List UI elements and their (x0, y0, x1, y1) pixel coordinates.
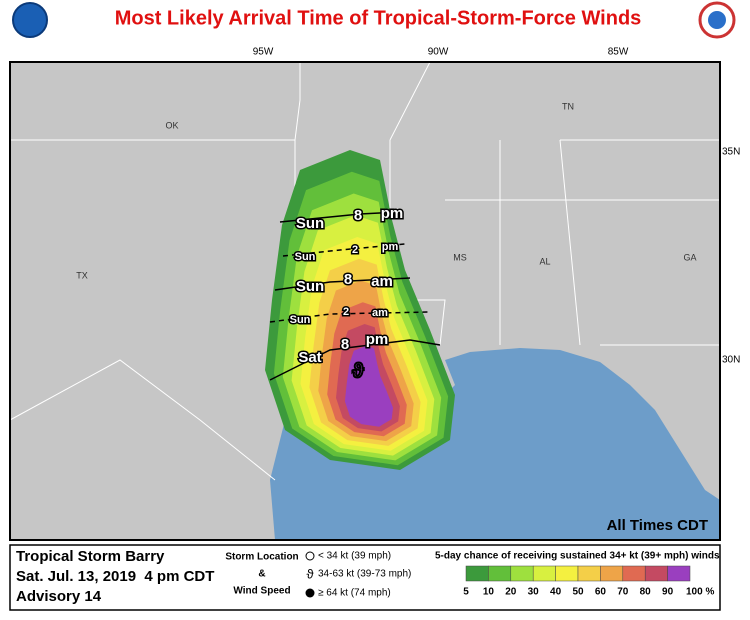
arrival-label: 2 (343, 306, 349, 318)
map: Sun 8 pm Sun 2 pm Sun 8 am Sun 2 am Sat 8 pm ϑ OK TN TX M… (9, 61, 721, 541)
arrival-line (274, 277, 411, 291)
key-title: Wind Speed (233, 586, 290, 597)
lon-label: 90W (428, 47, 449, 58)
advisory: Advisory 14 (16, 588, 102, 605)
storm-symbol: ϑ (352, 360, 364, 382)
scale-cell (555, 565, 579, 582)
scale-cell (644, 565, 668, 582)
scale-cell (667, 565, 691, 582)
state-label: TX (76, 270, 88, 280)
arrival-line (269, 311, 431, 323)
scale-label: 30 (528, 587, 540, 598)
state-label: OK (165, 120, 178, 130)
arrival-label: pm (366, 331, 389, 348)
state-label: GA (683, 252, 696, 262)
arrival-label: Sun (295, 251, 316, 263)
probability-scale: 5 10 20 30 40 50 60 70 80 90 100 % (463, 565, 714, 598)
scale-label: 5 (463, 587, 469, 598)
lat-label: 35N (722, 147, 740, 158)
arrival-label: am (372, 307, 388, 319)
state-label: MS (453, 252, 467, 262)
arrival-label: 8 (344, 271, 352, 288)
swath-layer (344, 345, 393, 427)
arrival-label: 8 (354, 207, 362, 224)
scale-label: 40 (550, 587, 562, 598)
nws-logo-center (708, 11, 726, 29)
key-title: Storm Location (225, 552, 298, 563)
noaa-logo (12, 2, 48, 38)
key-item: < 34 kt (39 mph) (318, 551, 391, 562)
arrival-label: am (371, 273, 393, 290)
storm-date: Sat. Jul. 13, 2019 4 pm CDT (16, 568, 214, 585)
scale-label: 90 (662, 587, 674, 598)
key-item: 34-63 kt (39-73 mph) (318, 569, 411, 580)
key-symbol: ϑ (306, 566, 314, 581)
arrival-line (269, 339, 441, 381)
key-symbol (305, 588, 315, 598)
storm-name: Tropical Storm Barry (16, 548, 165, 565)
lon-label: 95W (253, 47, 274, 58)
key-title: & (258, 569, 265, 580)
state-label: AL (539, 256, 550, 266)
arrival-label: pm (381, 205, 404, 222)
scale-cell (600, 565, 624, 582)
title: Most Likely Arrival Time of Tropical-Sto… (115, 7, 642, 29)
arrival-line (282, 243, 406, 257)
arrival-lines: Sun 8 pm Sun 2 pm Sun 8 am Sun 2 am Sat 8 pm (269, 203, 441, 381)
scale-cell (465, 565, 489, 582)
key-symbol (305, 551, 315, 561)
scale-cell (488, 565, 512, 582)
arrival-label: Sun (296, 278, 324, 295)
state-label: TN (562, 101, 574, 111)
scale-label: 10 (483, 587, 495, 598)
lat-label: 30N (722, 355, 740, 366)
key-item: ≥ 64 kt (74 mph) (318, 588, 391, 599)
arrival-label: pm (382, 241, 399, 253)
arrival-line (279, 211, 401, 223)
scale-label: 20 (505, 587, 517, 598)
lon-label: 85W (608, 47, 629, 58)
arrival-label: Sun (290, 314, 311, 326)
scale-label: 70 (617, 587, 629, 598)
arrival-label: Sun (296, 215, 324, 232)
scale-cell (510, 565, 534, 582)
scale-cell (577, 565, 601, 582)
scale-title: 5-day chance of receiving sustained 34+ … (435, 551, 720, 562)
scale-cell (622, 565, 646, 582)
scale-label: 80 (640, 587, 652, 598)
scale-label: 100 % (686, 587, 714, 598)
scale-label: 60 (595, 587, 607, 598)
arrival-label: 2 (352, 244, 358, 256)
scale-label: 50 (572, 587, 584, 598)
arrival-label: Sat (298, 349, 321, 366)
time-note: All Times CDT (607, 517, 708, 534)
map-frame (9, 61, 721, 541)
scale-cell (532, 565, 556, 582)
probability-swath (265, 150, 455, 470)
arrival-label: 8 (341, 336, 349, 353)
